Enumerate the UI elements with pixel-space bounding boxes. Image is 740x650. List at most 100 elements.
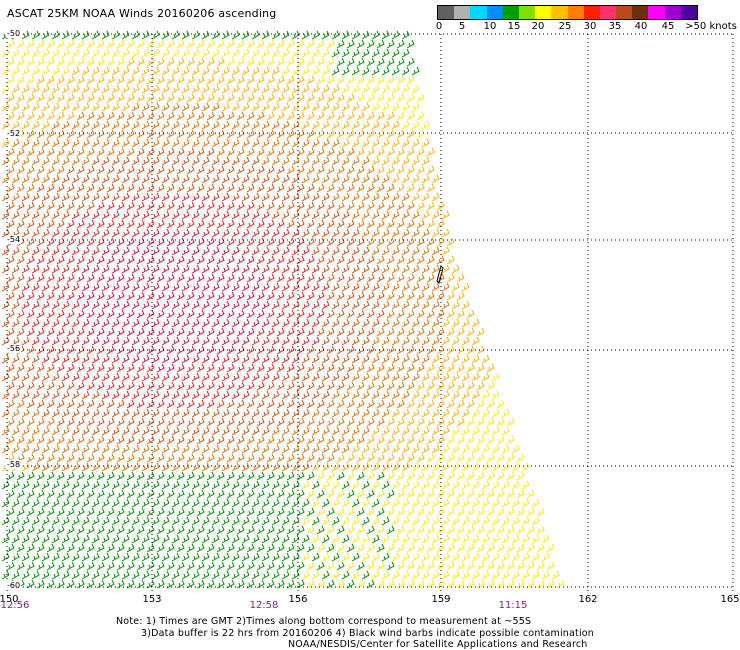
wind-barb — [36, 327, 45, 337]
wind-barb — [431, 408, 440, 418]
wind-barb — [341, 192, 350, 202]
wind-barb — [341, 390, 350, 400]
wind-barb — [161, 246, 170, 256]
wind-barb — [191, 462, 200, 472]
wind-barb — [446, 453, 455, 463]
wind-barb — [526, 579, 535, 589]
wind-barb — [376, 543, 385, 553]
wind-barb — [366, 399, 375, 409]
wind-barb — [166, 129, 175, 139]
wind-barb — [491, 498, 500, 508]
wind-barb — [316, 201, 325, 211]
wind-barb — [486, 507, 495, 517]
wind-barb — [46, 327, 55, 337]
wind-barb — [56, 561, 65, 571]
wind-barb — [446, 507, 455, 517]
wind-barb — [301, 228, 310, 238]
wind-barb — [426, 363, 435, 373]
wind-barb — [441, 426, 450, 436]
wind-barb — [501, 498, 510, 508]
wind-barb — [121, 66, 130, 76]
wind-barb — [76, 345, 85, 355]
wind-barb — [156, 39, 165, 49]
wind-barb — [296, 147, 305, 157]
wind-barb — [216, 543, 225, 553]
wind-barb — [341, 318, 350, 328]
wind-barb — [321, 498, 330, 508]
wind-barb — [186, 75, 195, 85]
wind-barb — [246, 453, 255, 463]
wind-barb — [346, 345, 355, 355]
wind-barb — [166, 237, 175, 247]
wind-barb — [206, 489, 215, 499]
wind-barb — [351, 318, 360, 328]
wind-barb — [401, 228, 410, 238]
wind-barb — [231, 300, 240, 310]
wind-barb — [81, 408, 90, 418]
wind-barb — [126, 417, 135, 427]
wind-barb — [341, 264, 350, 274]
wind-barb — [126, 75, 135, 85]
wind-barb — [46, 129, 55, 139]
wind-barb — [381, 318, 390, 328]
wind-barb — [151, 336, 160, 346]
wind-barb — [471, 498, 480, 508]
wind-barb — [151, 300, 160, 310]
wind-barb — [111, 318, 120, 328]
wind-barb — [6, 525, 15, 535]
wind-barb — [146, 381, 155, 391]
wind-barb — [86, 525, 95, 535]
wind-barb — [101, 138, 110, 148]
wind-barb — [91, 138, 100, 148]
wind-barb — [411, 156, 420, 166]
wind-barb — [456, 327, 465, 337]
wind-barb — [286, 489, 295, 499]
wind-barb — [281, 138, 290, 148]
wind-barb — [416, 417, 425, 427]
wind-barb — [246, 291, 255, 301]
wind-barb — [281, 300, 290, 310]
wind-barb — [336, 543, 345, 553]
wind-barb — [241, 318, 250, 328]
wind-barb — [161, 408, 170, 418]
wind-barb — [311, 426, 320, 436]
wind-barb — [356, 111, 365, 121]
wind-barb — [306, 453, 315, 463]
wind-barb — [241, 48, 250, 58]
wind-barb — [96, 471, 105, 481]
wind-barb — [421, 426, 430, 436]
wind-barb — [266, 219, 275, 229]
wind-barb — [201, 192, 210, 202]
wind-barb — [281, 66, 290, 76]
wind-barb — [356, 471, 365, 481]
wind-barb — [91, 462, 100, 472]
wind-barb — [306, 165, 315, 175]
wind-barb — [11, 354, 20, 364]
wind-barb — [521, 498, 530, 508]
wind-barb — [296, 201, 305, 211]
wind-barb — [206, 345, 215, 355]
wind-barb — [481, 426, 490, 436]
wind-barb — [176, 93, 185, 103]
wind-barb — [16, 327, 25, 337]
wind-barb — [406, 273, 415, 283]
wind-barb — [396, 507, 405, 517]
wind-barb — [196, 183, 205, 193]
wind-barb — [221, 210, 230, 220]
wind-barb — [266, 399, 275, 409]
wind-barb — [126, 255, 135, 265]
wind-barb — [126, 399, 135, 409]
wind-barb — [266, 471, 275, 481]
wind-barb — [111, 84, 120, 94]
wind-barb — [221, 282, 230, 292]
wind-barb — [361, 570, 370, 580]
wind-barb — [356, 39, 365, 49]
wind-barb — [461, 372, 470, 382]
wind-barb — [146, 543, 155, 553]
wind-barb — [166, 381, 175, 391]
wind-barb — [101, 426, 110, 436]
wind-barb — [281, 516, 290, 526]
wind-barb — [31, 138, 40, 148]
wind-barb — [161, 48, 170, 58]
wind-barb — [506, 507, 515, 517]
